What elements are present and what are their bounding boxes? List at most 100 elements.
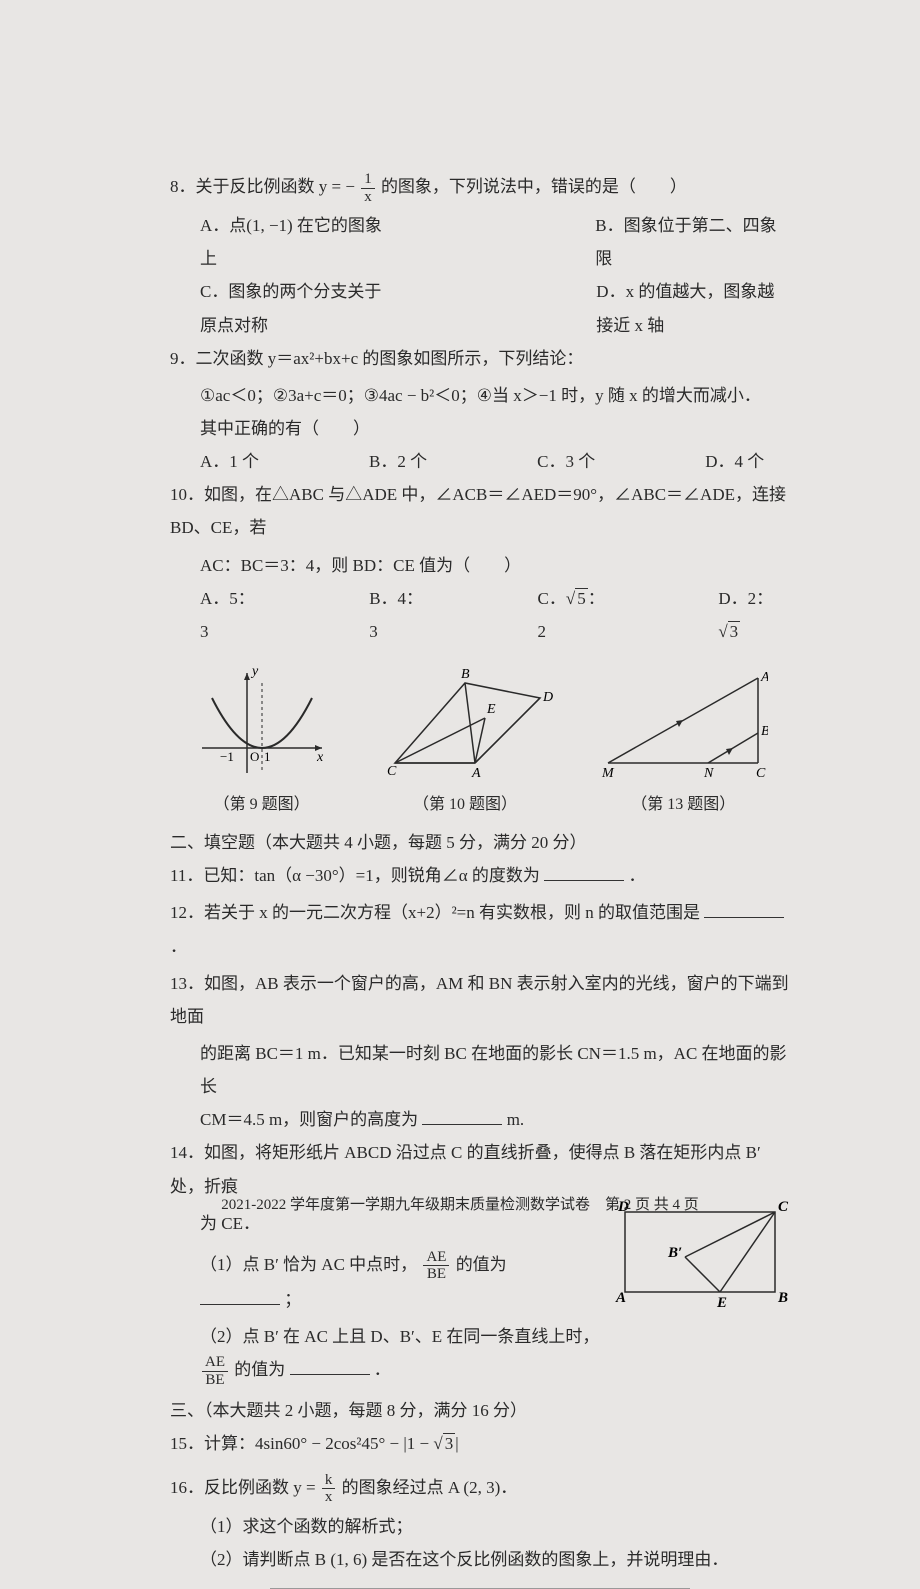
q10-opt-b: B．4：3 — [369, 582, 427, 648]
fig13-label: （第 13 题图） — [598, 789, 768, 820]
q14-frac2-num: AE — [202, 1354, 228, 1372]
svg-text:E: E — [486, 702, 496, 717]
q10-optc-pre: C． — [538, 589, 566, 608]
q15-sqrt: 3 — [443, 1433, 456, 1453]
q8-frac-den: x — [361, 189, 375, 206]
svg-text:E: E — [716, 1295, 727, 1307]
question-14-body: D C A B E B′ 为 CE． （1）点 B′ 恰为 AC 中点时， AE… — [170, 1207, 790, 1389]
q8-opt-d: D．x 的值越大，图象越接近 x 轴 — [596, 275, 790, 341]
question-16: 16．反比例函数 y = k x 的图象经过点 A (2, 3)． — [170, 1471, 790, 1506]
question-9-line3: 其中正确的有（ ） — [170, 412, 790, 445]
q9-opt-a: A．1 个 — [200, 445, 259, 478]
sqrt-icon: 3 — [433, 1427, 455, 1460]
question-15: 15．计算：4sin60° − 2cos²45° − |1 − 3| — [170, 1427, 790, 1460]
svg-text:O: O — [250, 749, 259, 764]
q8-fraction: 1 x — [361, 171, 375, 205]
q8-opt-b: B．图象位于第二、四象限 — [595, 209, 790, 275]
figure-10: B D E C A （第 10 题图） — [375, 663, 555, 820]
svg-text:−1: −1 — [220, 749, 234, 764]
q13-line3a: CM＝4.5 m，则窗户的高度为 — [200, 1110, 418, 1129]
svg-text:A: A — [471, 766, 481, 781]
question-9-line2: ①ac＜0；②3a+c＝0；③4ac − b²＜0；④当 x＞−1 时，y 随 … — [170, 379, 790, 412]
q15-text-a: 15．计算：4sin60° − 2cos²45° − |1 − — [170, 1434, 433, 1453]
q8-text: 8．关于反比例函数 y = − — [170, 177, 355, 196]
q14-part1b: 的值为 — [456, 1255, 507, 1274]
svg-text:B: B — [461, 667, 470, 682]
q8-opt-c: C．图象的两个分支关于原点对称 — [200, 275, 396, 341]
q16-frac-den: x — [322, 1489, 336, 1506]
q14-part1c: ； — [284, 1290, 301, 1309]
svg-text:M: M — [601, 766, 615, 781]
question-13-line3: CM＝4.5 m，则窗户的高度为 m. — [170, 1103, 790, 1136]
q13-line3b: m. — [507, 1110, 524, 1129]
svg-text:B: B — [777, 1290, 788, 1306]
q14-part2-line1: （2）点 B′ 在 AC 上且 D、B′、E 在同一条直线上时， — [200, 1320, 790, 1353]
q14-blank1[interactable] — [200, 1286, 280, 1305]
q9-opt-b: B．2 个 — [369, 445, 427, 478]
question-12: 12．若关于 x 的一元二次方程（x+2）²=n 有实数根，则 n 的取值范围是… — [170, 896, 790, 962]
q14-frac2-den: BE — [202, 1372, 227, 1389]
q14-blank2[interactable] — [290, 1356, 370, 1375]
question-10-line1: 10．如图，在△ABC 与△ADE 中，∠ACB＝∠AED＝90°，∠ABC＝∠… — [170, 478, 790, 544]
q10-optc-sqrt: 5 — [575, 588, 588, 608]
q10-opt-a: A．5：3 — [200, 582, 259, 648]
svg-text:B′: B′ — [667, 1245, 682, 1261]
q11-end: ． — [628, 866, 645, 885]
q14-part2-line2: AE BE 的值为 ． — [200, 1353, 790, 1388]
q16-part2: （2）请判断点 B (1, 6) 是否在这个反比例函数的图象上，并说明理由． — [170, 1543, 790, 1576]
q10-opt-d: D．2： 3 — [718, 582, 790, 648]
q10-optd-pre: D．2： — [718, 589, 773, 608]
sqrt-icon: 5 — [566, 582, 588, 615]
q10-opt-c: C．5：2 — [538, 582, 609, 648]
q8-options-row2: C．图象的两个分支关于原点对称 D．x 的值越大，图象越接近 x 轴 — [170, 275, 790, 341]
question-8: 8．关于反比例函数 y = − 1 x 的图象，下列说法中，错误的是（ ） — [170, 170, 790, 205]
question-9-line1: 9．二次函数 y＝ax²+bx+c 的图象如图所示，下列结论： — [170, 342, 790, 375]
q14-frac1-num: AE — [423, 1249, 449, 1267]
q8-opt-a: A．点(1, −1) 在它的图象上 — [200, 209, 395, 275]
fig10-label: （第 10 题图） — [375, 789, 555, 820]
q16-line1b: 的图象经过点 A (2, 3)． — [342, 1478, 518, 1497]
q11-blank[interactable] — [544, 863, 624, 882]
q16-frac: k x — [322, 1472, 336, 1506]
q8-text2: 的图象，下列说法中，错误的是（ ） — [381, 177, 687, 196]
page-footer: 2021-2022 学年度第一学期九年级期末质量检测数学试卷 第 2 页 共 4… — [0, 1191, 920, 1220]
q9-parabola-svg: y x O 1 −1 — [192, 663, 332, 783]
q10-options: A．5：3 B．4：3 C．5：2 D．2：3 — [170, 582, 790, 648]
section-3-title: 三、（本大题共 2 小题，每题 8 分，满分 16 分） — [170, 1394, 790, 1427]
svg-text:D: D — [542, 690, 553, 705]
q14-frac2: AE BE — [202, 1354, 228, 1388]
svg-text:1: 1 — [264, 749, 271, 764]
svg-text:A: A — [760, 670, 768, 685]
figure-13: A B C N M （第 13 题图） — [598, 663, 768, 820]
svg-text:x: x — [316, 750, 324, 765]
q14-part2c: ． — [374, 1360, 391, 1379]
svg-text:y: y — [250, 664, 259, 679]
question-11: 11．已知：tan（α −30°）=1，则锐角∠α 的度数为 ． — [170, 859, 790, 892]
q8-frac-num: 1 — [361, 171, 375, 189]
q8-options-row1: A．点(1, −1) 在它的图象上 B．图象位于第二、四象限 — [170, 209, 790, 275]
svg-text:C: C — [387, 764, 397, 779]
q11-text: 11．已知：tan（α −30°）=1，则锐角∠α 的度数为 — [170, 866, 540, 885]
figure-9: y x O 1 −1 （第 9 题图） — [192, 663, 332, 820]
svg-text:C: C — [756, 766, 766, 781]
q10-triangle-svg: B D E C A — [375, 663, 555, 783]
q16-frac-num: k — [322, 1472, 336, 1490]
q13-blank[interactable] — [422, 1107, 502, 1126]
figures-row: y x O 1 −1 （第 9 题图） B D E C A （第 10 题图） — [170, 663, 790, 820]
q12-blank[interactable] — [704, 900, 784, 919]
q14-part1a: （1）点 B′ 恰为 AC 中点时， — [200, 1255, 417, 1274]
q16-part1: （1）求这个函数的解析式； — [170, 1510, 790, 1543]
question-13-line1: 13．如图，AB 表示一个窗户的高，AM 和 BN 表示射入室内的光线，窗户的下… — [170, 967, 790, 1033]
fig9-label: （第 9 题图） — [192, 789, 332, 820]
svg-text:B: B — [761, 724, 768, 739]
q15-text-b: | — [455, 1434, 458, 1453]
sqrt-icon: 3 — [718, 615, 740, 648]
q13-triangle-svg: A B C N M — [598, 663, 768, 783]
q16-line1a: 16．反比例函数 y = — [170, 1478, 320, 1497]
question-10-line2: AC：BC＝3：4，则 BD：CE 值为（ ） — [170, 549, 790, 582]
svg-text:A: A — [615, 1290, 626, 1306]
question-13-line2: 的距离 BC＝1 m．已知某一时刻 BC 在地面的影长 CN＝1.5 m，AC … — [170, 1037, 790, 1103]
q14-part2b: 的值为 — [234, 1360, 285, 1379]
q10-optd-sqrt: 3 — [728, 621, 741, 641]
q12-end: ． — [170, 937, 187, 956]
